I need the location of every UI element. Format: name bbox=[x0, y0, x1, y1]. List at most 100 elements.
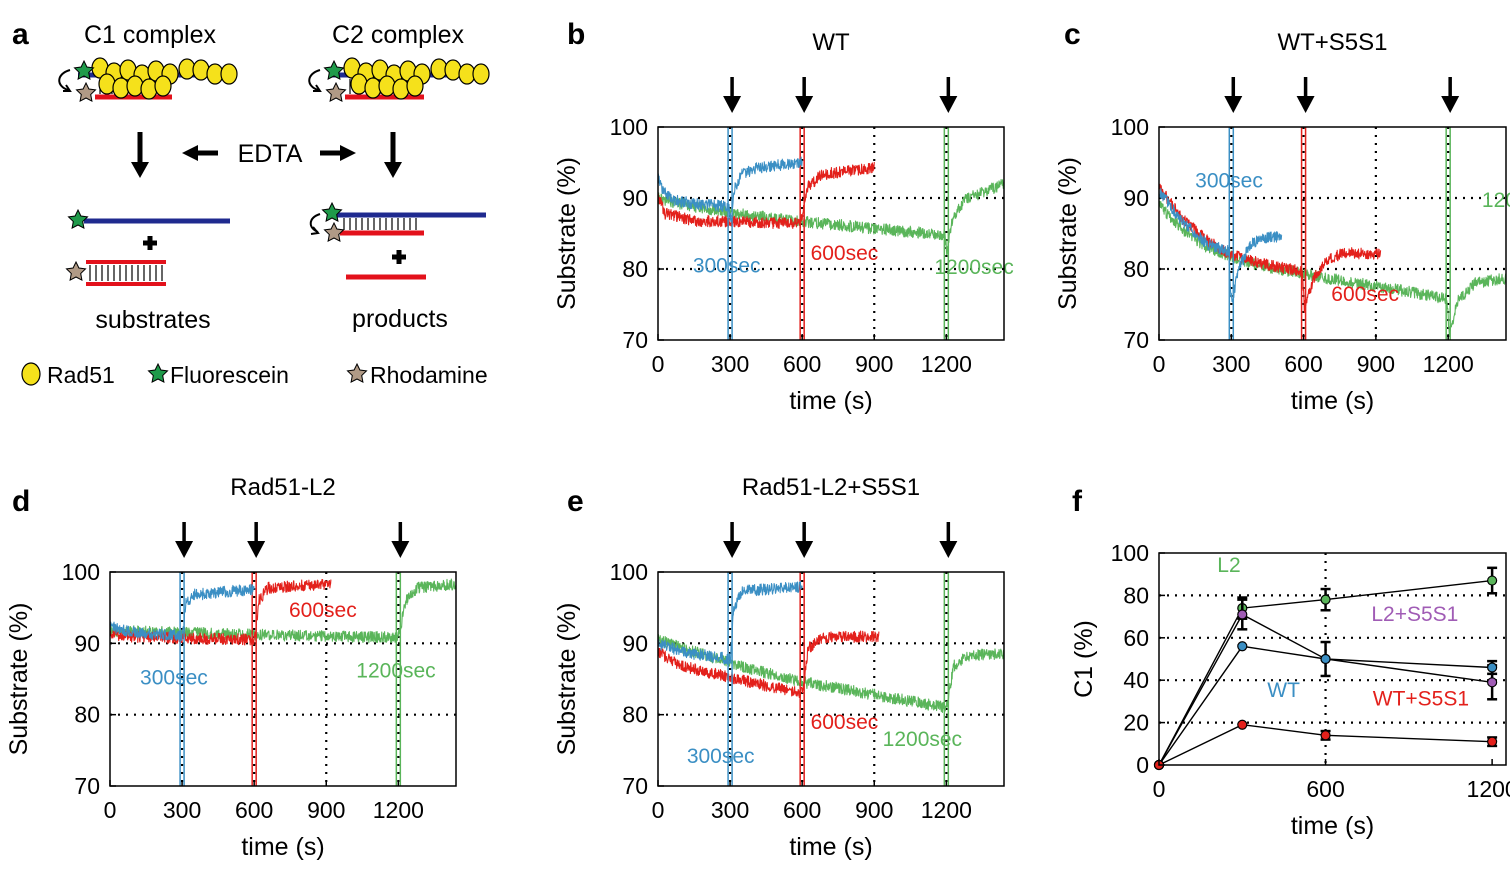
chart-title-b: WT bbox=[812, 29, 850, 56]
ytick-label-b-0: 70 bbox=[622, 327, 648, 353]
ytick-label-c-3: 100 bbox=[1111, 114, 1149, 140]
legend-rhodamine: Rhodamine bbox=[370, 362, 488, 388]
trace-d-600sec bbox=[109, 579, 332, 646]
ytick-label-d-0: 70 bbox=[74, 773, 100, 799]
xlabel-d: time (s) bbox=[241, 833, 324, 861]
xtick-label-e-1: 300 bbox=[711, 797, 749, 823]
xtick-label-b-4: 1200 bbox=[921, 351, 972, 377]
plot-frame-b bbox=[657, 126, 1005, 341]
fluorescein-legend-icon bbox=[148, 363, 168, 383]
products-diagram: products bbox=[309, 202, 486, 333]
ytick-label-e-0: 70 bbox=[622, 773, 648, 799]
rhodamine-icon-prod bbox=[324, 222, 344, 242]
trace-b-300sec bbox=[657, 156, 803, 222]
ylabel-f: C1 (%) bbox=[1070, 620, 1098, 698]
panel-f-chart: f 0 600 1200 0 20 40 60 80 100 time (s) C1 (%) L2 L2+… bbox=[1070, 485, 1510, 840]
rad51-filament-c2 bbox=[343, 57, 490, 100]
xlabel-b: time (s) bbox=[789, 387, 872, 415]
panel-c-chart: c WT+S5S1 0 300 600 900 1200 70 80 90 100 time (s) S… bbox=[1054, 18, 1510, 415]
point-f-WT-1 bbox=[1237, 641, 1248, 652]
panel-a-schematic: a C1 complex C2 complex bbox=[12, 18, 490, 388]
series-label-e-1200sec: 1200sec bbox=[883, 728, 962, 751]
panel-b-chart: b WT 0 300 600 900 1200 70 80 90 100 time (s) Substr… bbox=[553, 18, 1014, 415]
rhodamine-icon-c1 bbox=[76, 82, 96, 102]
series-label-b-300sec: 300sec bbox=[693, 255, 761, 278]
xlabel-f: time (s) bbox=[1291, 812, 1374, 840]
c2-complex-diagram bbox=[308, 57, 490, 102]
schematic-legend: Rad51 Fluorescein Rhodamine bbox=[21, 362, 488, 388]
rhodamine-legend-icon bbox=[347, 363, 367, 383]
series-label-c-600sec: 600sec bbox=[1331, 283, 1399, 306]
chart-title-d: Rad51-L2 bbox=[230, 474, 335, 501]
addition-arrow-icon-b-1 bbox=[795, 96, 814, 113]
addition-arrow-icon-b-2 bbox=[939, 96, 958, 113]
xtick-label-f-2: 1200 bbox=[1467, 776, 1510, 802]
series-label-f-WT+S5S1: WT+S5S1 bbox=[1373, 688, 1469, 711]
legend-fluorescein: Fluorescein bbox=[170, 362, 289, 388]
xtick-label-f-0: 0 bbox=[1153, 776, 1166, 802]
plus-icon-sub bbox=[143, 236, 157, 250]
c1-complex-diagram bbox=[58, 57, 238, 102]
ytick-label-b-3: 100 bbox=[610, 114, 648, 140]
series-label-d-300sec: 300sec bbox=[140, 667, 208, 690]
ytick-label-b-1: 80 bbox=[622, 256, 648, 282]
addition-arrow-icon-e-0 bbox=[723, 541, 742, 558]
products-label: products bbox=[352, 305, 448, 333]
ytick-label-e-1: 80 bbox=[622, 702, 648, 728]
line-f-L2 bbox=[1158, 579, 1493, 766]
down-arrow-icon-left bbox=[131, 162, 149, 178]
ytick-label-d-3: 100 bbox=[62, 559, 100, 585]
series-label-f-L2: L2 bbox=[1217, 554, 1240, 577]
rhodamine-icon-c2 bbox=[326, 82, 346, 102]
trace-c-300sec bbox=[1158, 187, 1283, 304]
panel-label-b: b bbox=[567, 18, 585, 51]
addition-arrow-icon-c-2 bbox=[1441, 96, 1460, 113]
fluorescein-icon-prod bbox=[322, 202, 342, 222]
series-label-e-300sec: 300sec bbox=[687, 745, 755, 768]
series-label-b-600sec: 600sec bbox=[811, 242, 879, 265]
fret-arrow-icon-c2 bbox=[308, 69, 321, 91]
panel-label-d: d bbox=[12, 485, 30, 518]
trace-c-1200sec bbox=[1158, 200, 1507, 336]
xtick-label-b-2: 600 bbox=[783, 351, 821, 377]
addition-arrow-icon-d-1 bbox=[247, 541, 266, 558]
xtick-label-e-4: 1200 bbox=[921, 797, 972, 823]
panel-e-chart: e Rad51-L2+S5S1 0 300 600 900 1200 70 80 90 100 tim… bbox=[553, 474, 1005, 861]
ytick-label-f-2: 40 bbox=[1123, 667, 1149, 693]
xtick-label-e-0: 0 bbox=[652, 797, 665, 823]
xtick-label-e-3: 900 bbox=[855, 797, 893, 823]
addition-arrow-icon-e-1 bbox=[795, 541, 814, 558]
xtick-label-c-3: 900 bbox=[1357, 351, 1395, 377]
panel-label-a: a bbox=[12, 18, 29, 51]
point-f-WT+S5S1-3 bbox=[1487, 736, 1498, 747]
xtick-label-b-1: 300 bbox=[711, 351, 749, 377]
c2-complex-title: C2 complex bbox=[332, 21, 464, 49]
edta-label: EDTA bbox=[238, 140, 303, 168]
xtick-label-b-3: 900 bbox=[855, 351, 893, 377]
plot-frame-e bbox=[657, 571, 1005, 787]
down-arrow-icon-right bbox=[384, 162, 402, 178]
xtick-label-e-2: 600 bbox=[783, 797, 821, 823]
series-label-c-1200sec: 1200sec bbox=[1482, 189, 1510, 212]
panel-label-c: c bbox=[1064, 18, 1081, 51]
left-arrow-icon bbox=[182, 145, 198, 161]
addition-arrow-icon-d-2 bbox=[391, 541, 410, 558]
rhodamine-icon-sub bbox=[66, 261, 86, 281]
addition-arrow-icon-e-2 bbox=[939, 541, 958, 558]
substrates-diagram: substrates bbox=[66, 209, 230, 334]
xlabel-e: time (s) bbox=[789, 833, 872, 861]
plot-frame-d bbox=[109, 571, 457, 787]
series-label-f-WT: WT bbox=[1267, 679, 1300, 702]
ytick-label-f-4: 80 bbox=[1123, 582, 1149, 608]
series-label-b-1200sec: 1200sec bbox=[934, 256, 1013, 279]
xtick-label-c-4: 1200 bbox=[1423, 351, 1474, 377]
ytick-label-d-2: 90 bbox=[74, 630, 100, 656]
ytick-label-f-5: 100 bbox=[1111, 540, 1149, 566]
ylabel-e: Substrate (%) bbox=[553, 603, 581, 756]
panel-d-chart: d Rad51-L2 0 300 600 900 1200 70 80 90 100 time (s)… bbox=[5, 474, 457, 861]
substrates-label: substrates bbox=[95, 306, 210, 334]
ylabel-b: Substrate (%) bbox=[553, 157, 581, 310]
xtick-label-c-1: 300 bbox=[1212, 351, 1250, 377]
right-arrow-icon bbox=[340, 145, 356, 161]
addition-arrow-icon-c-1 bbox=[1296, 96, 1315, 113]
